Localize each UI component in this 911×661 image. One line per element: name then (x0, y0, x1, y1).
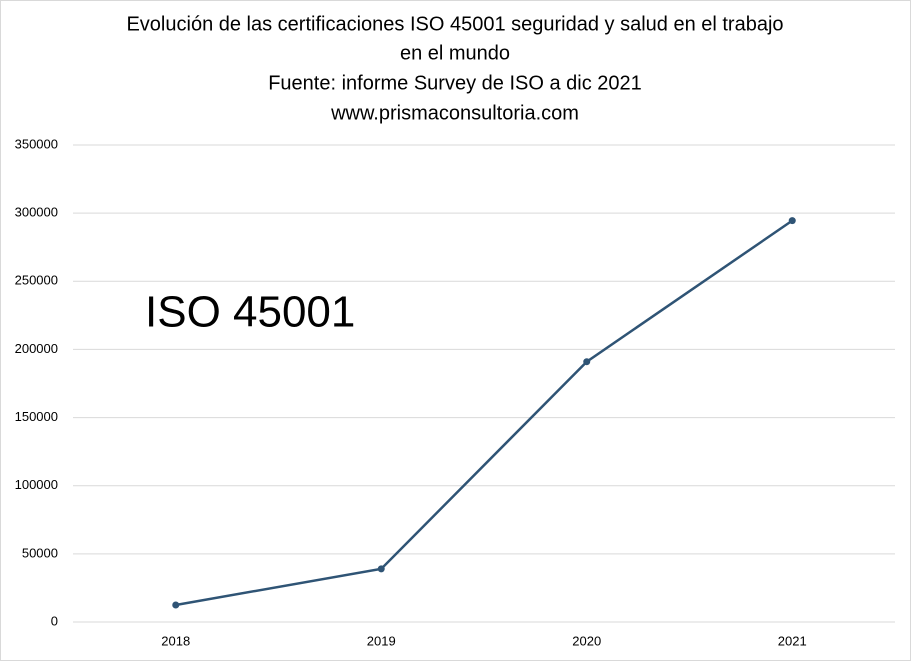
point (377, 565, 385, 573)
y-tick-label: 0 (51, 613, 58, 628)
chart-title: Fuente: informe Survey de ISO a dic 2021 (268, 72, 642, 94)
x-tick-label: 2019 (367, 633, 396, 648)
x-tick-label: 2020 (572, 633, 601, 648)
point (583, 358, 591, 366)
point (788, 217, 796, 225)
y-tick-label: 300000 (15, 205, 58, 220)
line (175, 219, 793, 607)
y-tick-label: 150000 (15, 409, 58, 424)
chart-title: en el mundo (400, 42, 510, 64)
y-tick-label: 50000 (22, 545, 58, 560)
chart-title: Evolución de las certificaciones ISO 450… (126, 13, 783, 35)
annotation: ISO 45001 (145, 288, 355, 337)
y-tick-label: 350000 (15, 136, 58, 151)
y-tick-label: 100000 (15, 477, 58, 492)
y-tick-label: 200000 (15, 341, 58, 356)
point (172, 601, 180, 609)
x-tick-label: 2021 (778, 633, 807, 648)
x-tick-label: 2018 (161, 633, 190, 648)
chart-title: www.prismaconsultoria.com (330, 102, 579, 124)
y-tick-label: 250000 (15, 273, 58, 288)
